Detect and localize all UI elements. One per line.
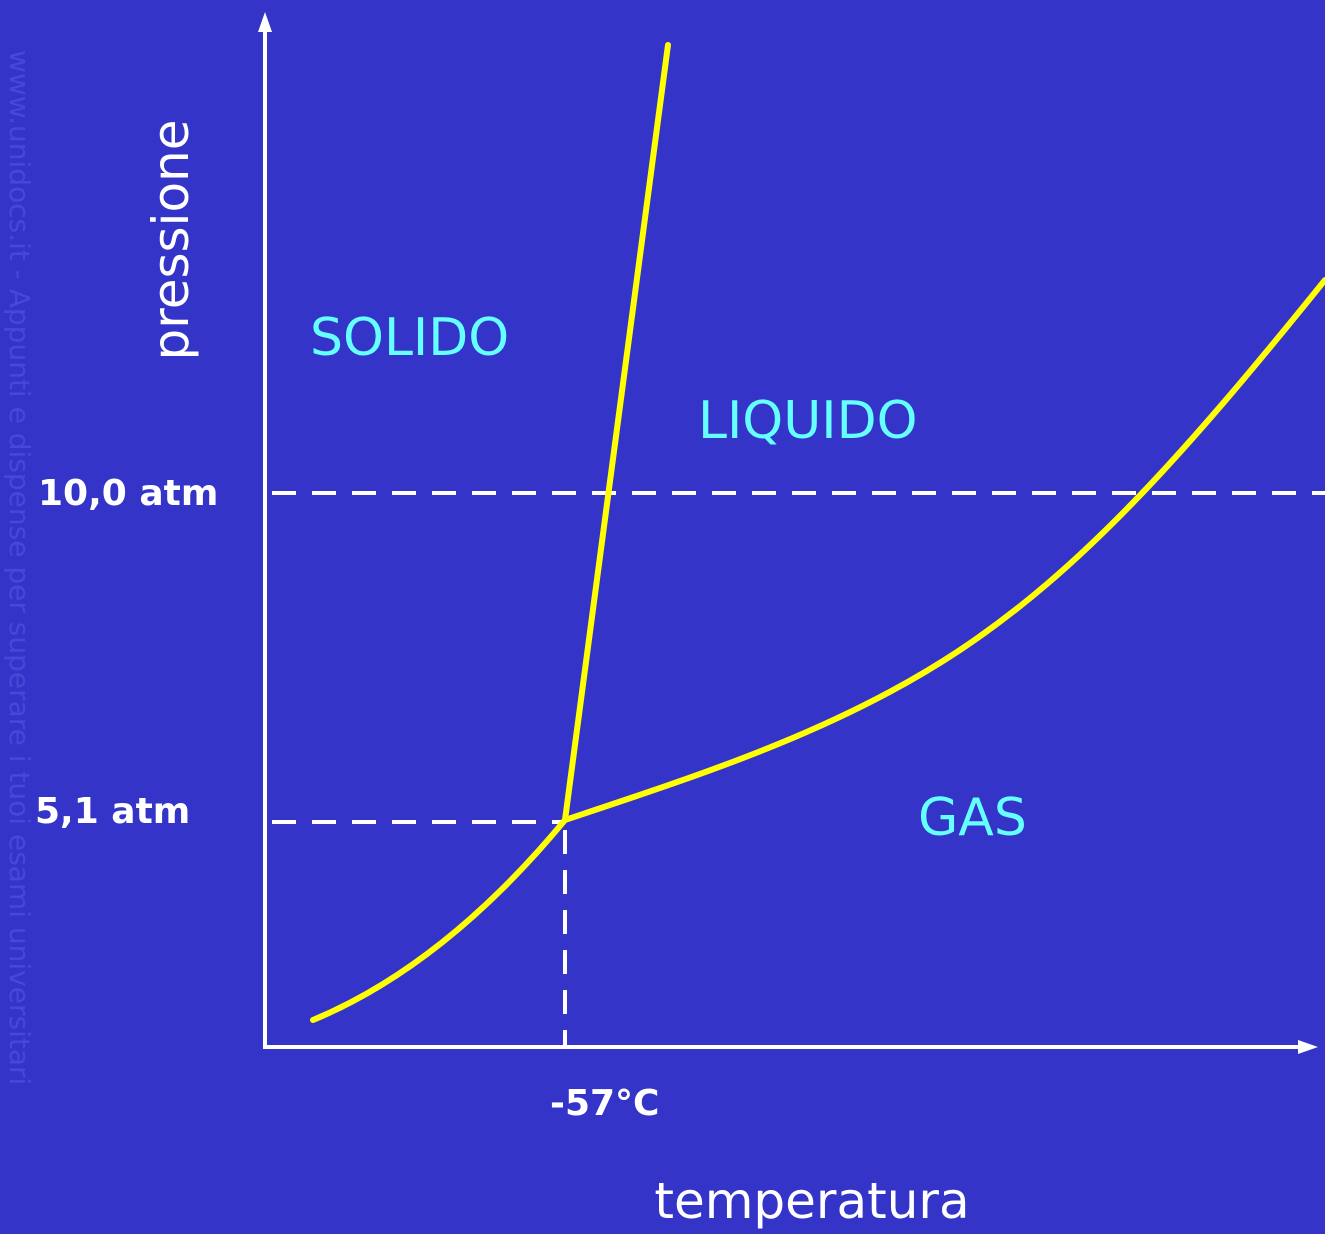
y-arrow — [258, 12, 272, 32]
region-label: GAS — [918, 788, 1027, 848]
region-label: SOLIDO — [310, 308, 509, 368]
vaporization-curve — [562, 277, 1325, 823]
sublimation-curve — [310, 817, 568, 1023]
x-axis-label: temperatura — [654, 1172, 969, 1230]
y-axis-label: pressione — [142, 120, 200, 361]
y-tick-label: 10,0 atm — [38, 473, 218, 514]
x-tick-label: -57°C — [550, 1083, 659, 1124]
watermark: www.unidocs.it - Appunti e dispense per … — [3, 50, 36, 1085]
fusion-curve — [562, 42, 671, 823]
region-label: LIQUIDO — [698, 391, 918, 451]
x-arrow — [1298, 1040, 1318, 1054]
y-tick-label: 5,1 atm — [35, 791, 190, 832]
